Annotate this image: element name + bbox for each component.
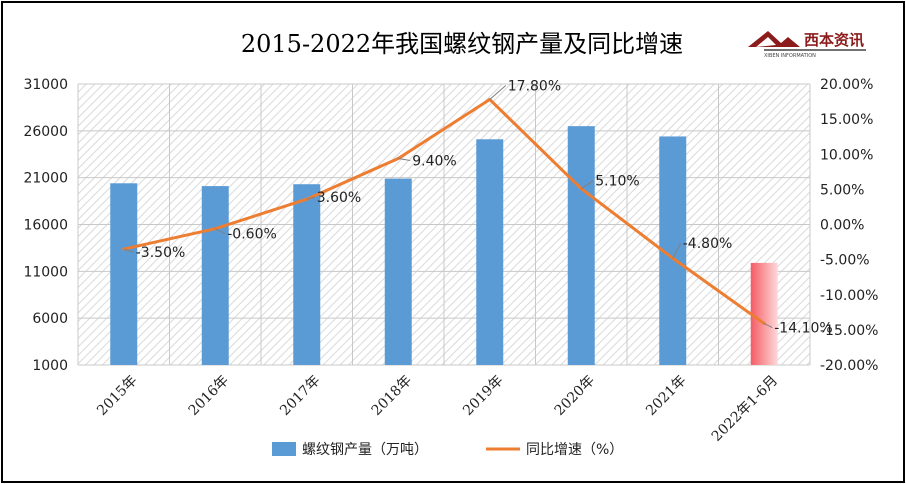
bar-0 <box>110 183 138 365</box>
label-leader-0 <box>123 248 134 253</box>
label-leader-1 <box>215 228 226 235</box>
right-axis-tick-label: 0.00% <box>820 218 864 234</box>
left-axis-tick-label: 31000 <box>23 77 68 93</box>
growth-line <box>123 97 766 325</box>
bar-7 <box>750 262 778 365</box>
bar-2 <box>293 184 321 365</box>
bar-4 <box>476 139 504 365</box>
right-axis-ticks: -20.00% -15.00% -10.00% -5.00% 0.00% 5.00% 10.… <box>820 77 878 374</box>
left-axis-ticks: 1000 6000 11000 16000 21000 26000 31000 <box>23 77 68 374</box>
right-axis-tick-label: 10.00% <box>820 147 873 163</box>
chart-title: 2015-2022年我国螺纹钢产量及同比增速 <box>241 30 683 58</box>
right-axis-tick-label: 20.00% <box>820 77 873 93</box>
left-axis-tick-label: 1000 <box>32 358 68 374</box>
growth-label-6: -4.80% <box>683 236 733 252</box>
growth-label-0: -3.50% <box>136 245 186 261</box>
growth-label-5: 5.10% <box>595 174 639 190</box>
bar-series <box>110 126 778 366</box>
right-axis-tick-label: -10.00% <box>820 288 878 304</box>
right-axis-tick-label: 15.00% <box>820 112 873 128</box>
logo-text: 西本资讯 <box>804 31 864 49</box>
right-axis-tick-label: -5.00% <box>820 253 870 269</box>
logo-mountain-highlight <box>756 37 776 47</box>
legend: 螺纹钢产量（万吨） 同比增速（%） <box>272 442 623 458</box>
right-axis-tick-label: 5.00% <box>820 182 864 198</box>
gridlines <box>77 83 811 366</box>
growth-label-1: -0.60% <box>227 227 277 243</box>
bar-3 <box>384 178 412 365</box>
left-axis-tick-label: 11000 <box>23 264 68 280</box>
label-leader-6 <box>672 242 682 259</box>
growth-label-3: 9.40% <box>412 153 456 169</box>
left-axis-tick-label: 21000 <box>23 171 68 187</box>
bar-5 <box>567 126 595 366</box>
legend-line-label: 同比增速（%） <box>526 442 623 458</box>
growth-label-7: -14.10% <box>774 321 832 337</box>
bar-1 <box>201 186 229 365</box>
left-axis-tick-label: 26000 <box>23 124 68 140</box>
growth-label-2: 3.60% <box>317 190 361 206</box>
label-leader-5 <box>580 180 594 190</box>
right-axis-tick-label: -20.00% <box>820 358 878 374</box>
growth-label-4: 17.80% <box>508 78 561 94</box>
legend-bar-label: 螺纹钢产量（万吨） <box>302 442 428 458</box>
left-axis-tick-label: 16000 <box>23 218 68 234</box>
label-leader-3 <box>398 157 411 161</box>
label-leader-4 <box>489 85 507 100</box>
label-leader-2 <box>306 196 315 200</box>
left-axis-tick-label: 6000 <box>32 311 68 327</box>
right-axis-tick-label: -15.00% <box>820 323 878 339</box>
logo: 西本资讯 XIBEN INFORMATION <box>748 31 866 59</box>
legend-bar-swatch <box>272 442 296 456</box>
label-leader-7 <box>764 323 773 328</box>
line-data-labels: -3.50% -0.60% 3.60% 9.40% 17.80% 5.10% -4.80% -… <box>123 78 833 337</box>
logo-subtext: XIBEN INFORMATION <box>764 53 816 59</box>
